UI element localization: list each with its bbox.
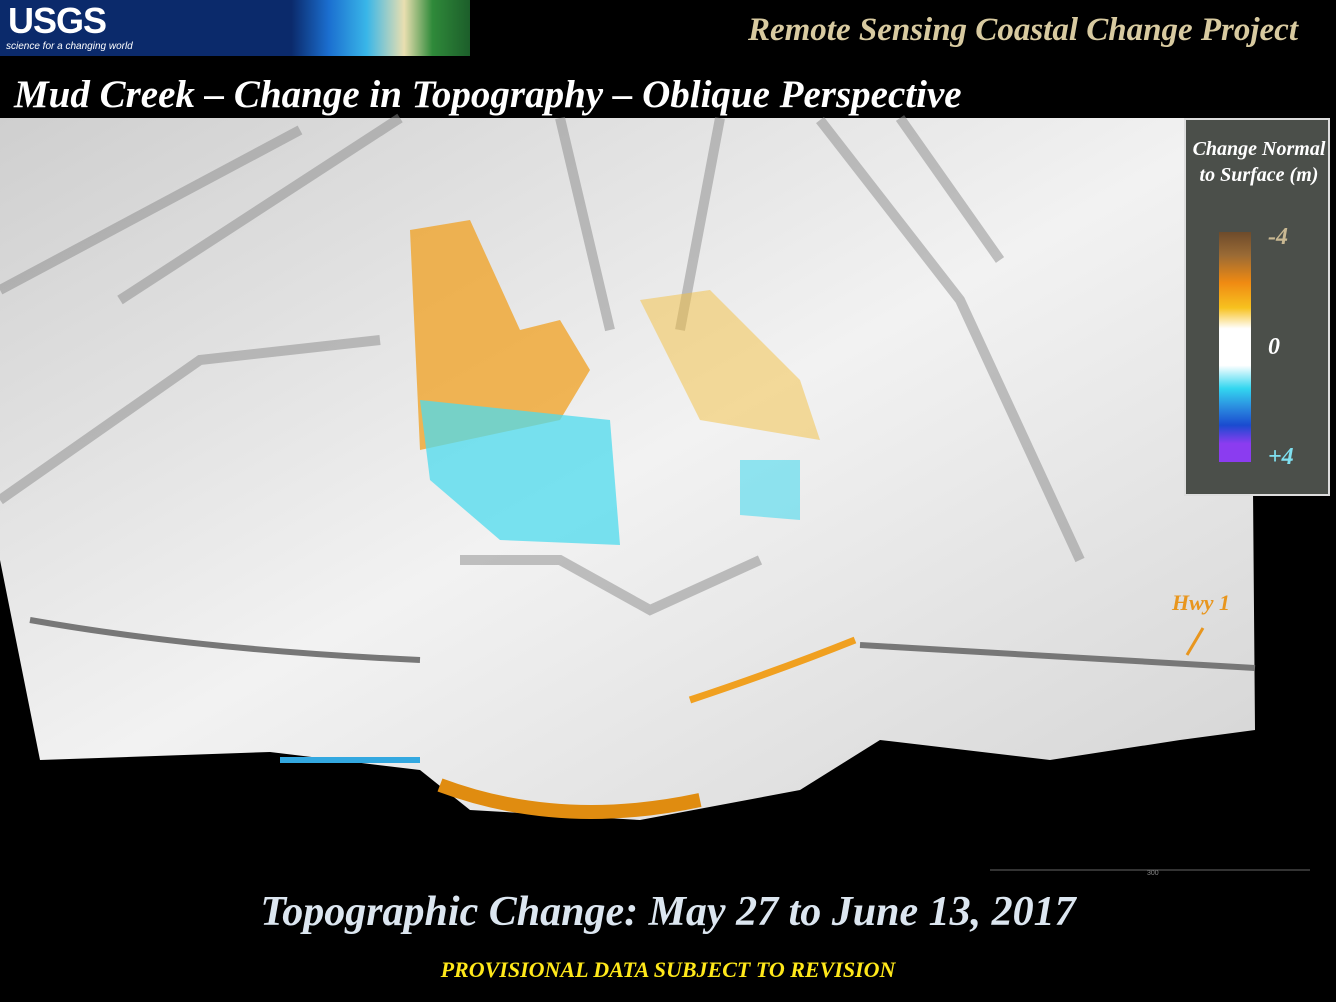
logo-tagline: science for a changing world [6,41,133,52]
legend-label: 0 [1268,334,1280,360]
color-bar [1219,232,1251,462]
slide-title: Mud Creek – Change in Topography – Obliq… [14,73,962,116]
legend-label: +4 [1268,444,1294,470]
footer-note: PROVISIONAL DATA SUBJECT TO REVISION [440,957,896,982]
logo-text: USGS [8,0,107,41]
logo [0,0,470,56]
legend-label: -4 [1268,224,1288,250]
annotation: Hwy 1 [1172,590,1231,615]
footer-title: Topographic Change: May 27 to June 13, 2… [260,889,1076,935]
legend: Change Normal to Surface (m) -4 0 +4 [1184,118,1330,496]
scale-label: 300 [1147,870,1159,877]
legend-title: Change Normal to Surface (m) [1192,138,1326,186]
project-title: Remote Sensing Coastal Change Project [747,12,1298,48]
